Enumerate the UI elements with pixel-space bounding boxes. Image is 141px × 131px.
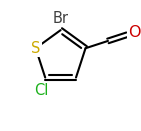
- Text: S: S: [31, 41, 40, 56]
- Text: Cl: Cl: [34, 83, 49, 98]
- Text: Br: Br: [53, 11, 69, 26]
- Text: O: O: [128, 25, 141, 40]
